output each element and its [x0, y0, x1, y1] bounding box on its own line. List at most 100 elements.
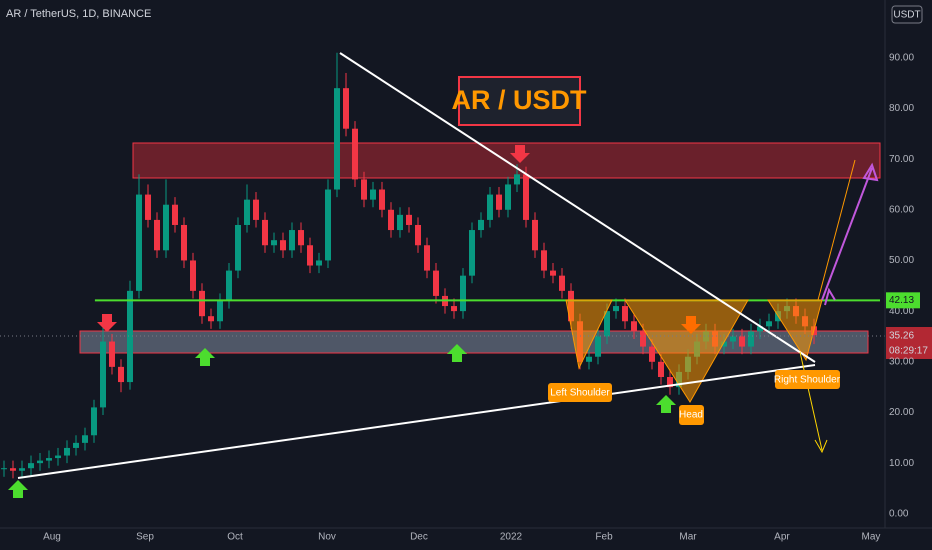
up-arrow [195, 348, 215, 366]
down-arrow [510, 145, 530, 163]
candle-body [666, 376, 673, 388]
purple-arrowhead [862, 162, 879, 182]
candle-body [387, 209, 394, 231]
candle-body [729, 336, 736, 342]
candle-body [378, 189, 385, 210]
candle-body [171, 204, 178, 225]
candle-body [36, 460, 43, 464]
candle-body [459, 275, 466, 312]
countdown: 08:29:17 [889, 346, 928, 357]
overlay-title-box [458, 76, 581, 126]
candle-body [369, 189, 376, 200]
y-tick-label: 0.00 [889, 508, 909, 519]
candle-body [756, 326, 763, 332]
overlay-title: AR / USDT [452, 85, 588, 115]
candle-body [153, 219, 160, 251]
annotation: Head [679, 410, 703, 421]
candle-body [657, 361, 664, 377]
down-arrow [97, 314, 117, 332]
candle-body [306, 245, 313, 266]
currency-box [891, 5, 923, 24]
y-tick-label: 20.00 [889, 407, 914, 418]
candle-body [99, 341, 106, 408]
candle-body [414, 224, 421, 246]
yellow-projection [799, 351, 823, 451]
x-tick-label: Aug [43, 532, 61, 543]
candle-body [18, 468, 25, 471]
candle-body [351, 128, 358, 180]
annotation: Left Shoulder [550, 388, 610, 399]
candles [0, 52, 817, 479]
candle-body [333, 88, 340, 190]
candle-body [396, 214, 403, 231]
annotation-box [548, 383, 612, 402]
candle-body [27, 463, 34, 469]
orange-projection [817, 159, 856, 301]
candle-body [468, 230, 475, 276]
left-shoulder-shape [565, 299, 613, 370]
level-label-box [886, 292, 920, 309]
candle-body [45, 458, 52, 461]
candle-body [288, 230, 295, 251]
candle-body [522, 174, 529, 220]
candle-body [324, 189, 331, 261]
candle-body [342, 88, 349, 129]
down-arrow [681, 316, 701, 334]
candle-body [207, 316, 214, 322]
candle-body [162, 204, 169, 251]
candle-body [279, 240, 286, 251]
level-label: 42.13 [889, 295, 914, 306]
y-tick-label: 70.00 [889, 154, 914, 165]
x-tick-label: 2022 [500, 532, 523, 543]
candle-body [108, 341, 115, 367]
candle-body [531, 219, 538, 251]
x-tick-label: Feb [595, 532, 613, 543]
candle-body [765, 321, 772, 327]
candle-body [747, 331, 754, 347]
currency: USDT [893, 10, 920, 21]
head-shape [624, 299, 749, 403]
annotation: Right Shoulder [774, 375, 841, 386]
candle-body [630, 321, 637, 332]
candle-body [720, 341, 727, 347]
right-shoulder-shape [767, 299, 823, 362]
y-tick-label: 10.00 [889, 458, 914, 469]
candle-body [117, 366, 124, 383]
y-tick-label: 60.00 [889, 204, 914, 215]
y-tick-label: 80.00 [889, 103, 914, 114]
candle-body [585, 356, 592, 362]
candle-body [621, 306, 628, 322]
candle-body [405, 214, 412, 225]
x-tick-label: Oct [227, 532, 243, 543]
candle-body [738, 336, 745, 347]
x-tick-label: Nov [318, 532, 336, 543]
candle-body [594, 336, 601, 357]
y-tick-label: 50.00 [889, 255, 914, 266]
purple-small-arrow [824, 287, 836, 306]
candle-body [126, 290, 133, 383]
candle-body [261, 219, 268, 246]
last-price-box [886, 327, 932, 359]
up-arrow [447, 344, 467, 362]
candle-body [81, 435, 88, 443]
candle-body [513, 174, 520, 185]
candle-body [432, 270, 439, 296]
candle-body [252, 199, 259, 220]
candle-body [495, 194, 502, 210]
arrows [8, 145, 701, 498]
up-arrow [8, 480, 28, 498]
up-arrow [656, 395, 676, 413]
candle-body [63, 447, 70, 456]
candle-body [549, 270, 556, 276]
candle-body [72, 442, 79, 448]
candle-body [612, 306, 619, 312]
candle-body [648, 346, 655, 362]
candle-body [477, 219, 484, 231]
candle-body [189, 260, 196, 291]
candle-body [270, 240, 277, 246]
candle-body [144, 194, 151, 220]
candle-body [54, 455, 61, 459]
candle-body [180, 224, 187, 261]
